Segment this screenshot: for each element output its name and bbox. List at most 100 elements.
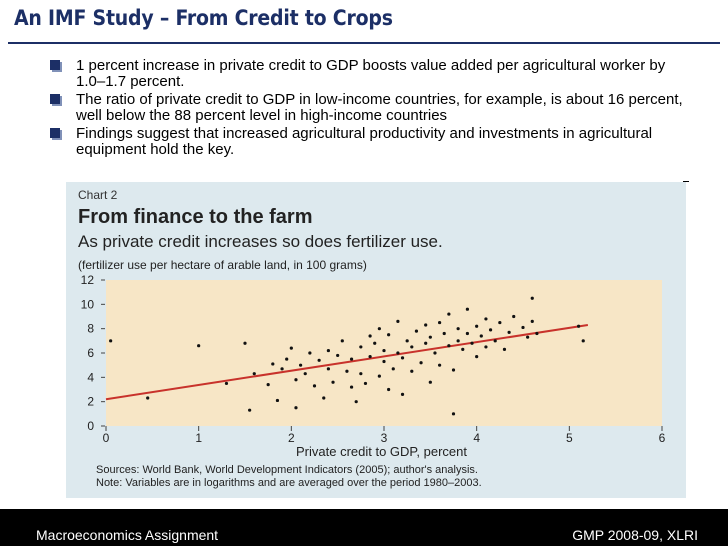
data-point [285, 357, 289, 361]
data-point [442, 331, 446, 336]
chart-note-line: Note: Variables are in logarithms and ar… [96, 477, 482, 489]
data-point [336, 353, 340, 358]
data-point [294, 378, 298, 382]
data-point [577, 324, 581, 328]
x-axis-label: Private credit to GDP, percent [296, 444, 468, 459]
data-point [530, 296, 534, 300]
data-point [521, 325, 525, 330]
data-point [312, 384, 317, 388]
data-point [479, 334, 483, 338]
data-point [493, 339, 497, 343]
bullet-square-icon [50, 128, 60, 138]
data-point [502, 347, 507, 351]
data-point [387, 333, 391, 337]
data-point [488, 328, 493, 332]
x-tick-label: 2 [288, 431, 295, 445]
data-point [266, 383, 270, 387]
data-point [299, 363, 303, 367]
y-tick-label: 0 [87, 419, 94, 433]
data-point [451, 412, 456, 416]
x-tick-label: 5 [566, 431, 573, 445]
y-tick-label: 12 [81, 273, 95, 287]
data-point [146, 396, 150, 400]
data-point [484, 317, 488, 321]
data-point [419, 361, 423, 365]
data-point [400, 392, 405, 396]
data-point [391, 367, 395, 371]
data-point [484, 345, 488, 349]
data-point [197, 344, 201, 348]
data-point [243, 341, 247, 345]
bullet-text: The ratio of private credit to GDP in lo… [76, 91, 683, 124]
y-tick-label: 8 [87, 322, 94, 336]
data-point [303, 372, 307, 376]
data-point [252, 372, 256, 376]
footer-right-text: GMP 2008-09, XLRI [572, 527, 698, 543]
data-point [326, 367, 330, 371]
data-point [377, 374, 381, 378]
data-point [461, 347, 465, 351]
chart-title: From finance to the farm [78, 206, 313, 228]
data-point [507, 330, 511, 334]
data-point [340, 339, 344, 343]
data-point [414, 329, 419, 333]
data-point [512, 314, 516, 319]
data-point [530, 319, 534, 323]
data-point [438, 320, 442, 325]
data-point [387, 387, 391, 392]
data-point [280, 367, 284, 371]
x-tick-label: 3 [381, 431, 388, 445]
data-point [294, 406, 298, 410]
bullet-item: The ratio of private credit to GDP in lo… [50, 92, 690, 124]
data-point [410, 369, 414, 373]
data-point [456, 339, 460, 343]
y-tick-label: 10 [81, 297, 95, 311]
data-point [410, 345, 414, 349]
bullet-text: Findings suggest that increased agricult… [76, 125, 653, 158]
bullet-list: 1 percent increase in private credit to … [50, 58, 690, 160]
y-tick-label: 4 [87, 370, 94, 384]
x-tick-label: 0 [103, 431, 110, 445]
data-point [363, 381, 368, 386]
data-point [396, 319, 400, 323]
data-point [359, 345, 363, 349]
data-point [275, 398, 280, 403]
data-point [224, 381, 229, 386]
chart-corner-mark [683, 181, 689, 182]
trend-line [105, 324, 589, 401]
data-point [456, 327, 460, 331]
data-point [470, 341, 474, 345]
bullet-text: 1 percent increase in private credit to … [76, 57, 666, 90]
plot-area [106, 280, 662, 426]
footer-bar: Macroeconomics Assignment GMP 2008-09, X… [0, 509, 728, 546]
data-point [428, 335, 432, 339]
y-tick-label: 6 [87, 346, 94, 360]
data-point [345, 369, 349, 373]
x-tick-label: 1 [195, 431, 202, 445]
data-point [396, 351, 400, 355]
slide-title: An IMF Study – From Credit to Crops [14, 6, 393, 30]
data-point [382, 348, 386, 353]
data-point [465, 331, 469, 336]
y-tick-label: 2 [87, 395, 94, 409]
data-point [308, 351, 312, 355]
data-point [317, 358, 321, 362]
x-tick-label: 4 [473, 431, 480, 445]
data-point [465, 307, 469, 311]
chart-unit-note: (fertilizer use per hectare of arable la… [78, 258, 367, 272]
data-point [447, 344, 451, 348]
data-point [322, 396, 326, 400]
data-point [526, 335, 530, 339]
data-point [475, 324, 479, 328]
data-point [438, 363, 442, 367]
data-point [377, 327, 381, 331]
data-point [368, 355, 372, 359]
data-point [109, 339, 113, 343]
chart-number: Chart 2 [78, 188, 118, 202]
data-point [289, 346, 293, 350]
data-point [349, 357, 354, 361]
data-point [354, 400, 358, 404]
data-point [368, 334, 372, 338]
data-point [581, 339, 585, 343]
